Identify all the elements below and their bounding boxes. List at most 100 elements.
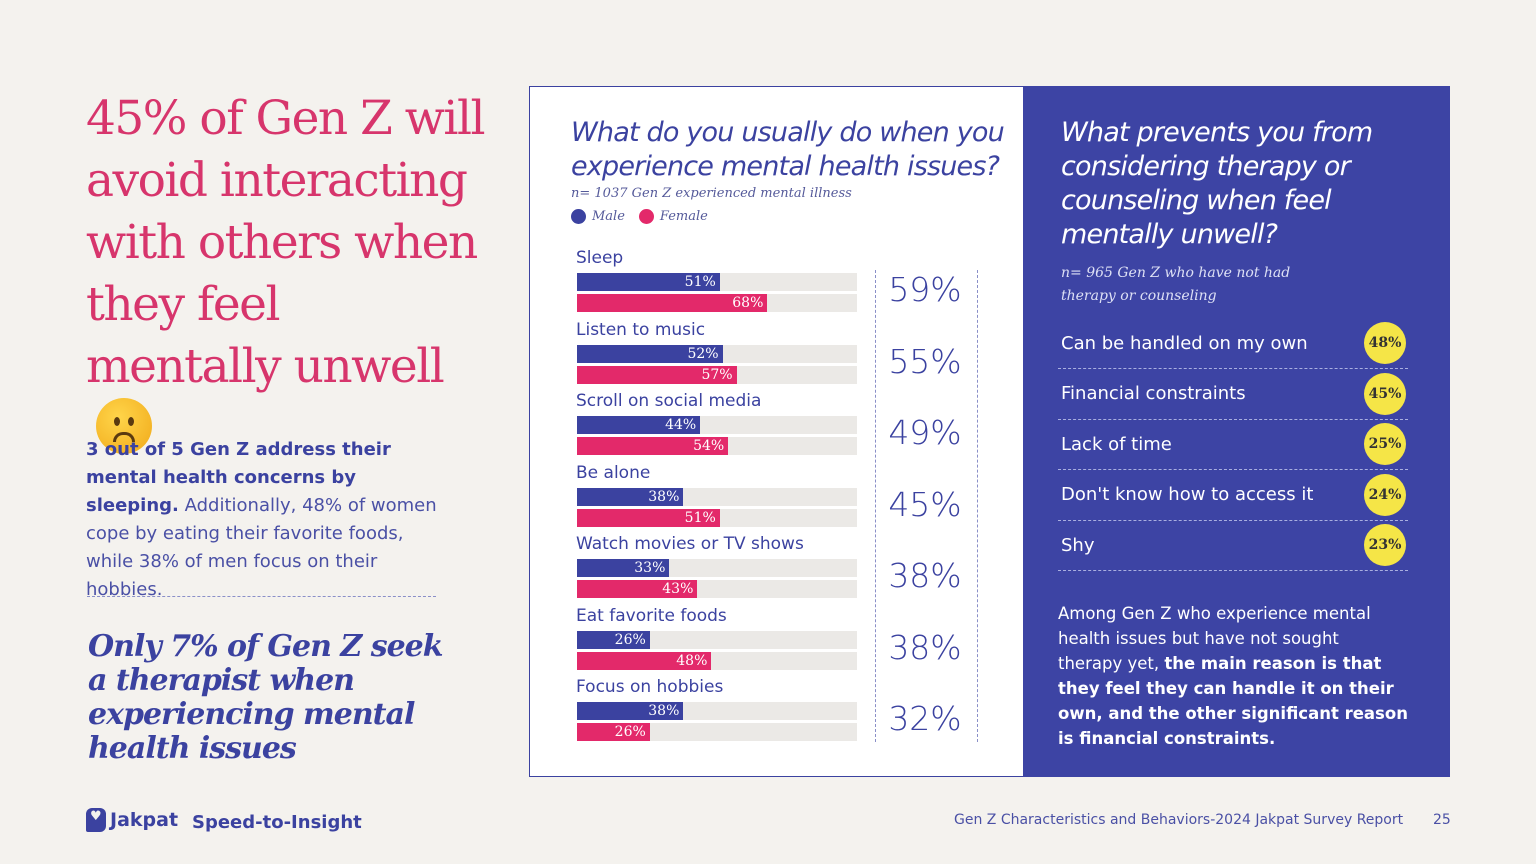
tagline: Speed-to-Insight	[192, 812, 362, 833]
bar-value-label: 38%	[648, 488, 680, 505]
barrier-label: Financial constraints	[1061, 383, 1246, 404]
legend-female: Female	[638, 209, 708, 224]
summary-paragraph: 3 out of 5 Gen Z address their mental he…	[86, 436, 446, 604]
female-dot-icon	[638, 209, 654, 224]
bar-female: 48%	[577, 651, 712, 670]
total-value: 49%	[888, 413, 962, 452]
total-value: 38%	[888, 556, 962, 595]
bar-value-label: 44%	[665, 417, 697, 433]
bar-value-label: 43%	[662, 581, 694, 597]
category-label: Scroll on social media	[576, 391, 762, 411]
bar-track: 52%	[577, 344, 857, 363]
chart-subtitle: n= 1037 Gen Z experienced mental illness	[571, 186, 852, 201]
bar-track: 38%	[577, 487, 857, 506]
jakpat-logo: Jakpat	[86, 808, 178, 832]
legend-label: Male	[592, 209, 625, 224]
headline: 45% of Gen Z will avoid interacting with…	[86, 88, 486, 462]
barrier-row: Don't know how to access it 24%	[1058, 470, 1408, 521]
category-label: Sleep	[576, 248, 624, 268]
barriers-summary: Among Gen Z who experience mental health…	[1058, 601, 1408, 751]
bar-female: 68%	[577, 294, 768, 312]
bar-value-label: 57%	[701, 366, 733, 383]
jakpat-logo-icon	[86, 808, 106, 832]
bar-male: 38%	[577, 702, 684, 720]
barrier-value-badge: 24%	[1364, 473, 1406, 516]
bar-value-label: 68%	[732, 295, 764, 311]
bar-value-label: 52%	[687, 345, 719, 362]
barrier-row: Can be handled on my own 48%	[1058, 318, 1408, 369]
barriers-title: What prevents you from considering thera…	[1061, 117, 1373, 250]
therapist-quote: Only 7% of Gen Z seek a therapist when e…	[88, 629, 444, 766]
barrier-row: Financial constraints 45%	[1058, 369, 1408, 420]
barrier-label: Lack of time	[1061, 433, 1172, 455]
bar-value-label: 51%	[684, 274, 716, 290]
bar-track: 51%	[577, 273, 857, 291]
bar-value-label: 26%	[614, 631, 646, 648]
total-value: 45%	[888, 484, 962, 524]
total-value: 55%	[888, 341, 962, 381]
bar-male: 38%	[577, 487, 684, 506]
total-value: 38%	[888, 627, 962, 667]
bar-male: 33%	[577, 559, 670, 577]
bar-female: 57%	[577, 365, 737, 384]
bar-value-label: 51%	[684, 509, 716, 526]
category-label: Be alone	[576, 462, 651, 483]
category-label: Focus on hobbies	[576, 677, 724, 697]
headline-text: 45% of Gen Z will avoid interacting with…	[86, 91, 486, 394]
bar-value-label: 33%	[634, 560, 666, 576]
barrier-label: Don't know how to access it	[1061, 484, 1314, 505]
bar-female: 54%	[577, 437, 729, 455]
summary-plain: Among Gen Z who experience mental health…	[1058, 604, 1371, 673]
dashed-line	[977, 270, 978, 742]
barrier-label: Can be handled on my own	[1061, 332, 1308, 354]
bar-track: 54%	[577, 437, 857, 455]
barrier-value-badge: 25%	[1364, 423, 1406, 465]
page-number: 25	[1433, 812, 1451, 828]
bar-track: 26%	[577, 723, 857, 741]
bar-track: 51%	[577, 508, 857, 527]
divider	[87, 596, 436, 597]
summary-bold: the main reason is that they feel they c…	[1058, 654, 1408, 748]
paragraph-rest: Additionally, 48% of women cope by eatin…	[86, 495, 437, 600]
bar-male: 52%	[577, 344, 723, 363]
legend-male: Male	[571, 209, 625, 224]
barriers-subtitle: n= 965 Gen Z who have not had therapy or…	[1061, 265, 1291, 304]
category-label: Watch movies or TV shows	[576, 534, 804, 554]
legend-label: Female	[659, 209, 708, 224]
bar-track: 57%	[577, 365, 857, 384]
bar-male: 26%	[577, 630, 650, 649]
report-title: Gen Z Characteristics and Behaviors-2024…	[954, 812, 1404, 828]
bar-track: 33%	[577, 559, 857, 577]
barrier-value-badge: 45%	[1364, 372, 1406, 415]
bar-female: 43%	[577, 580, 698, 598]
total-value: 59%	[888, 270, 962, 309]
total-value: 32%	[888, 699, 962, 738]
bar-track: 44%	[577, 416, 857, 434]
barrier-row: Shy 23%	[1058, 520, 1408, 571]
bar-track: 26%	[577, 630, 857, 649]
bar-value-label: 54%	[693, 438, 725, 454]
barrier-value-badge: 23%	[1364, 524, 1406, 566]
logo-text: Jakpat	[110, 809, 179, 831]
bar-value-label: 48%	[676, 652, 708, 669]
bar-value-label: 38%	[648, 703, 680, 719]
category-label: Eat favorite foods	[576, 605, 727, 626]
bar-value-label: 26%	[614, 724, 646, 740]
bar-track: 43%	[577, 580, 857, 598]
bar-female: 26%	[577, 723, 650, 741]
bar-female: 51%	[577, 508, 720, 527]
barrier-label: Shy	[1061, 534, 1095, 556]
frowning-face-icon	[96, 398, 152, 454]
paragraph-bold: 3 out of 5 Gen Z address their mental he…	[86, 439, 391, 516]
bar-male: 51%	[577, 273, 720, 291]
bar-track: 48%	[577, 651, 857, 670]
male-dot-icon	[571, 209, 586, 224]
barrier-value-badge: 48%	[1364, 322, 1406, 364]
bar-male: 44%	[577, 416, 701, 434]
chart-legend: Male Female	[571, 209, 708, 224]
bar-track: 68%	[577, 294, 857, 312]
chart-title: What do you usually do when you experien…	[571, 117, 1005, 182]
category-label: Listen to music	[576, 319, 706, 340]
dashed-line	[875, 270, 876, 742]
barrier-row: Lack of time 25%	[1058, 419, 1408, 470]
